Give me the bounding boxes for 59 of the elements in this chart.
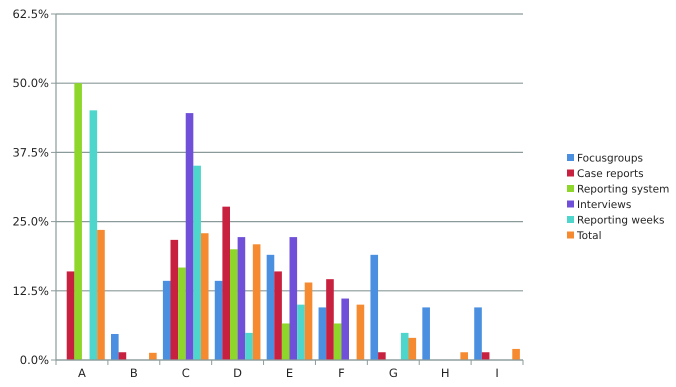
bar xyxy=(460,352,468,360)
bar xyxy=(297,304,305,360)
bar xyxy=(170,240,178,360)
x-tick-label: C xyxy=(182,366,190,380)
x-tick-label: A xyxy=(78,366,86,380)
y-tick-label: 12.5% xyxy=(12,284,50,298)
bar xyxy=(230,249,238,360)
bar xyxy=(474,307,482,360)
bar xyxy=(512,348,520,360)
y-tick-label: 62.5% xyxy=(12,7,50,22)
bar xyxy=(266,254,274,360)
x-tick-label: I xyxy=(495,366,499,380)
legend-label: Focusgroups xyxy=(577,152,643,165)
bar xyxy=(66,271,74,360)
legend-label: Case reports xyxy=(577,168,644,180)
bar xyxy=(222,206,230,360)
bar xyxy=(111,334,119,360)
bar xyxy=(178,268,186,360)
legend-label: Reporting weeks xyxy=(577,214,664,227)
y-tick-label: 0.0% xyxy=(20,353,50,368)
bar xyxy=(400,332,408,360)
bar xyxy=(408,338,416,360)
legend-label: Interviews xyxy=(577,199,632,212)
x-tick-label: F xyxy=(338,366,345,380)
bar xyxy=(238,237,246,360)
bar xyxy=(356,304,364,360)
bar xyxy=(282,323,290,360)
bar xyxy=(162,280,170,360)
x-tick-label: G xyxy=(388,366,398,380)
y-tick-label: 50.0% xyxy=(12,76,50,90)
bar xyxy=(74,83,82,360)
bar xyxy=(334,323,342,360)
x-tick-label: E xyxy=(286,366,294,380)
x-tick-label: B xyxy=(130,366,138,380)
bar xyxy=(214,280,222,360)
bar xyxy=(200,233,209,360)
bar xyxy=(370,254,378,360)
bar xyxy=(118,352,126,360)
bar xyxy=(90,110,98,360)
bar xyxy=(193,166,201,360)
bar xyxy=(245,332,253,360)
bar xyxy=(318,307,326,360)
y-tick-label: 25.0% xyxy=(12,214,50,229)
bar xyxy=(97,230,105,360)
bar xyxy=(378,352,386,360)
bar xyxy=(326,279,334,360)
y-tick-label: 37.5% xyxy=(12,145,50,160)
bar xyxy=(252,244,260,360)
legend-label: Reporting system xyxy=(577,184,670,196)
x-tick-label: H xyxy=(440,366,450,380)
bar xyxy=(274,271,282,360)
legend-label: Total xyxy=(576,230,602,242)
bar xyxy=(304,282,312,360)
bar xyxy=(482,352,490,360)
bar xyxy=(290,237,298,360)
bar xyxy=(341,298,349,360)
bar xyxy=(186,113,194,360)
x-tick-label: D xyxy=(233,366,242,380)
bar xyxy=(422,307,430,360)
